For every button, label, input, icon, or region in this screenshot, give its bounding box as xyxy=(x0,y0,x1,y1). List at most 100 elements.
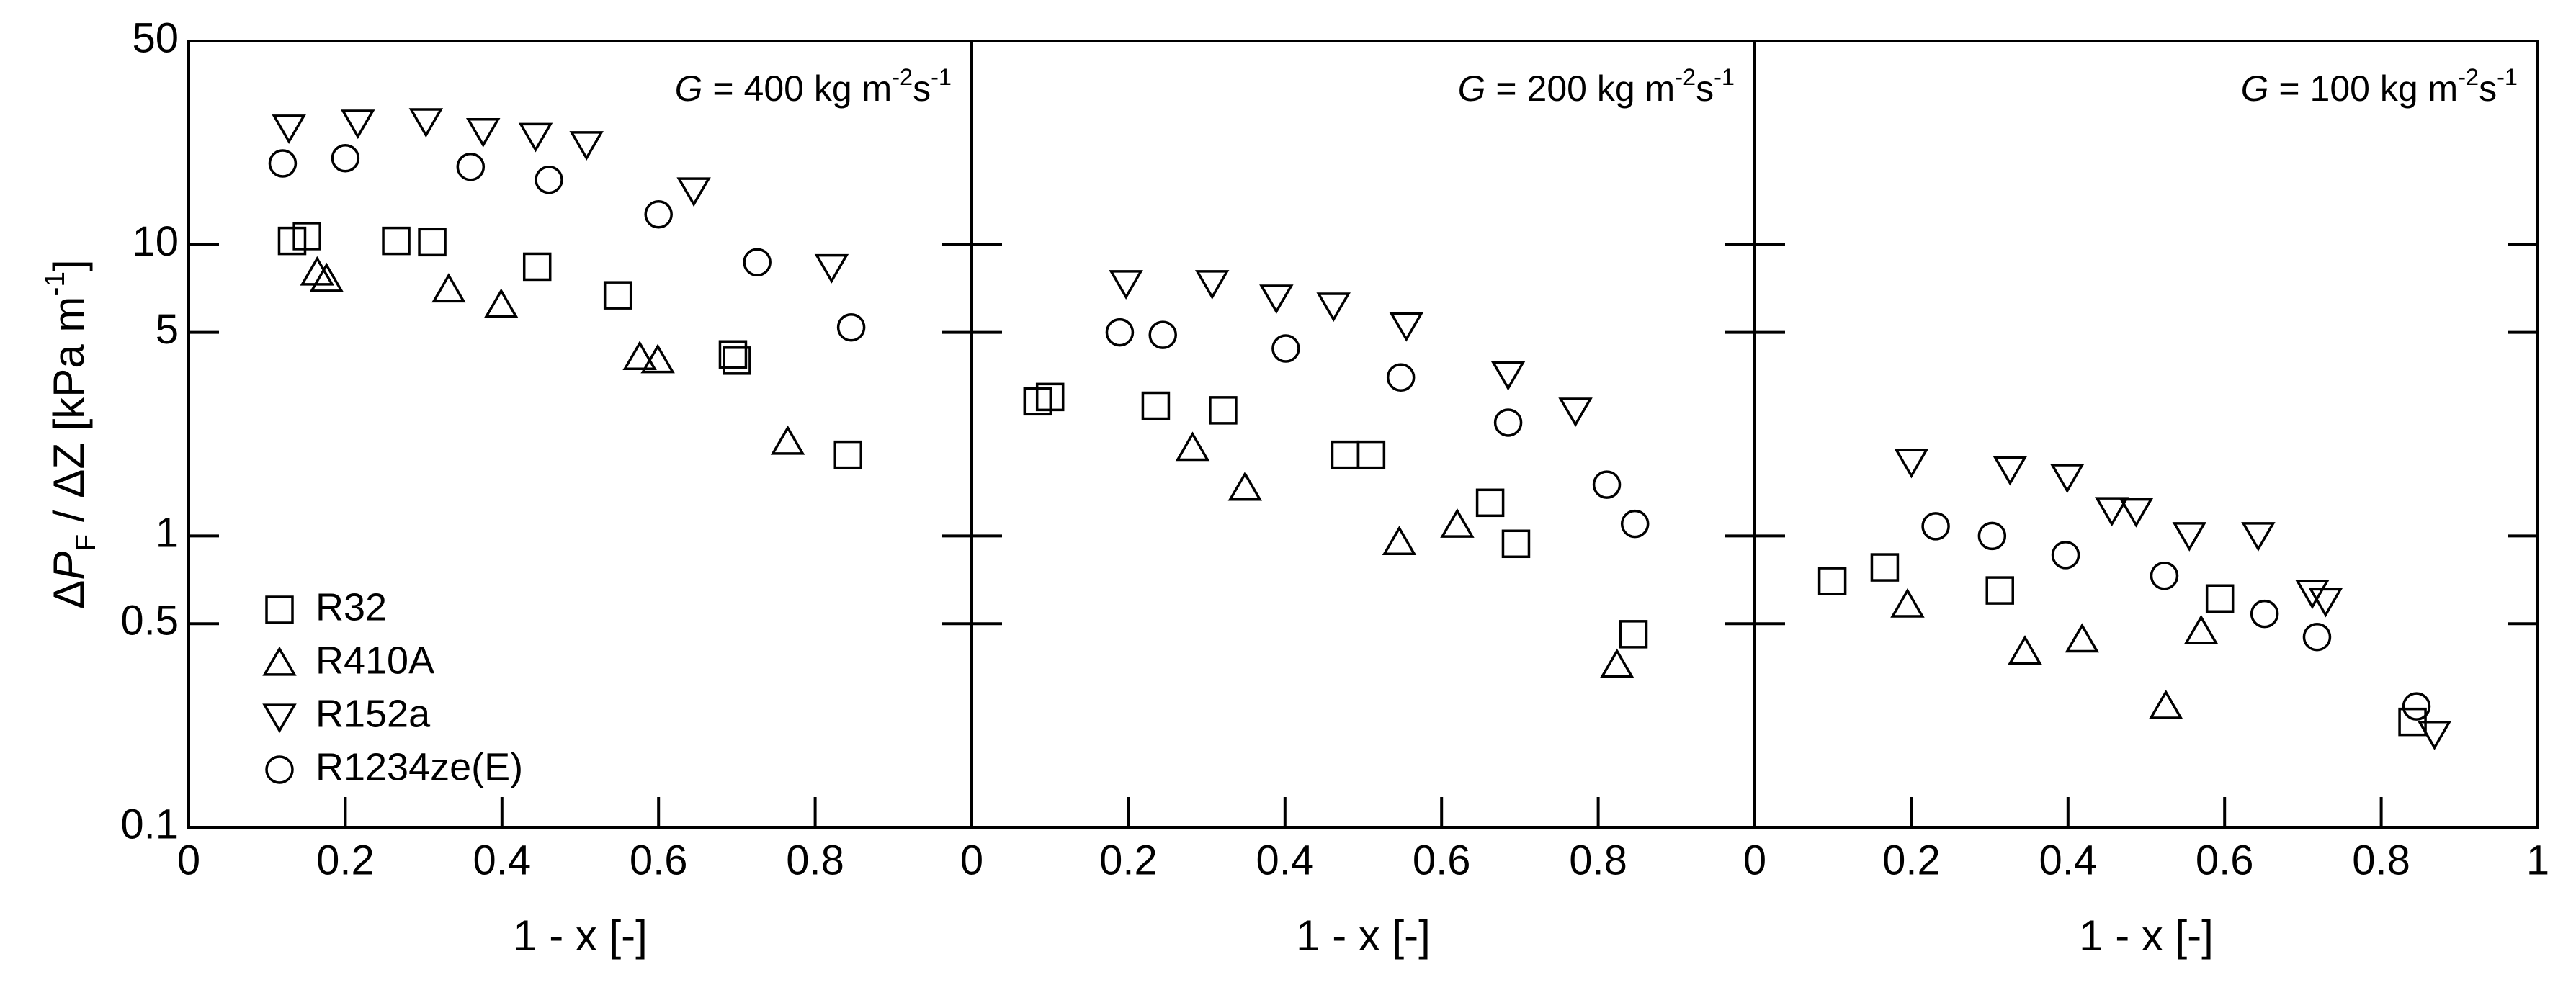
marker-triangle-down xyxy=(341,109,375,140)
x-tick-label: 0.4 xyxy=(473,837,531,883)
x-axis-label: 1 - x [-] xyxy=(513,912,648,960)
legend-label: R152a xyxy=(316,692,431,735)
marker-square xyxy=(1209,396,1238,425)
x-axis-label: 1 - x [-] xyxy=(1296,912,1431,960)
text-part: G xyxy=(2241,68,2269,109)
x-tick-label: 0.2 xyxy=(1099,837,1158,883)
plot-frame xyxy=(1753,40,2539,829)
marker-triangle-up xyxy=(309,262,344,292)
y-tick-label: 1 xyxy=(156,510,179,557)
marker-triangle-down xyxy=(1490,361,1526,391)
marker-square xyxy=(1817,567,1847,595)
marker-triangle-down xyxy=(1558,397,1593,428)
marker-triangle-up xyxy=(1890,588,1925,618)
marker-triangle-up xyxy=(622,341,657,371)
marker-triangle-down xyxy=(814,253,849,284)
y-tick-label: 5 xyxy=(156,306,179,353)
marker-triangle-up xyxy=(640,343,675,374)
marker-circle xyxy=(2150,561,2179,590)
marker-triangle-down xyxy=(1109,270,1143,300)
text-part: -2 xyxy=(1675,64,1696,90)
marker-triangle-up xyxy=(2183,614,2219,644)
legend-label: R410A xyxy=(316,639,434,682)
marker-triangle-down xyxy=(2049,464,2085,494)
marker-circle xyxy=(1105,318,1135,347)
text-part: s xyxy=(913,68,931,109)
text-part: F xyxy=(71,534,102,552)
marker-circle xyxy=(1148,320,1177,349)
y-tick-label: 0.1 xyxy=(120,801,179,847)
x-tick-label: 1 xyxy=(2526,837,2549,883)
x-tick-label: 0.8 xyxy=(786,837,844,883)
marker-circle xyxy=(836,312,866,342)
text-part: -1 xyxy=(40,271,71,297)
marker-triangle-down xyxy=(2119,498,2154,528)
text-part: / ΔZ [kPa m xyxy=(45,297,93,534)
marker-square xyxy=(1356,440,1386,469)
marker-triangle-down xyxy=(272,114,306,144)
text-part: -2 xyxy=(892,64,913,90)
x-tick-label: 0.8 xyxy=(1569,837,1627,883)
x-tick-label: 0.4 xyxy=(2039,837,2097,883)
marker-square xyxy=(522,252,552,282)
marker-square xyxy=(382,226,411,256)
x-tick-label: 0.8 xyxy=(2352,837,2410,883)
marker-circle xyxy=(456,152,486,181)
x-tick-label: 0 xyxy=(960,837,983,883)
text-part: = 400 kg m xyxy=(703,68,893,109)
text-part: P xyxy=(45,552,93,580)
marker-triangle-up xyxy=(300,256,335,286)
y-tick-label: 10 xyxy=(132,218,179,265)
marker-triangle-down xyxy=(1316,292,1351,323)
legend-marker xyxy=(265,595,294,624)
text-part: s xyxy=(1696,68,1714,109)
x-tick-label: 0.2 xyxy=(316,837,375,883)
x-tick-label: 0.4 xyxy=(1256,837,1314,883)
legend-label: R32 xyxy=(316,585,387,629)
marker-circle xyxy=(1620,509,1650,539)
marker-circle xyxy=(743,248,772,277)
marker-triangle-up xyxy=(2008,635,2042,665)
marker-triangle-up xyxy=(2148,689,2183,719)
y-tick-label: 50 xyxy=(132,14,179,61)
text-part: -2 xyxy=(2458,64,2479,90)
marker-circle xyxy=(2402,692,2431,721)
marker-triangle-down xyxy=(676,177,711,207)
marker-triangle-down xyxy=(2308,588,2343,618)
marker-square xyxy=(1035,382,1065,412)
legend-marker xyxy=(265,755,294,784)
marker-square xyxy=(418,228,447,257)
text-part: = 100 kg m xyxy=(2269,68,2459,109)
marker-triangle-down xyxy=(2094,497,2129,527)
marker-triangle-down xyxy=(465,118,501,148)
marker-square xyxy=(723,346,751,375)
marker-triangle-up xyxy=(1599,648,1634,678)
marker-circle xyxy=(2302,622,2332,652)
marker-triangle-up xyxy=(1175,431,1210,462)
text-part: -1 xyxy=(2497,64,2518,90)
marker-triangle-down xyxy=(2295,580,2330,610)
x-tick-label: 0.6 xyxy=(630,837,688,883)
legend-marker xyxy=(262,646,297,676)
marker-triangle-down xyxy=(569,131,604,161)
panel-annotation: G = 100 kg m-2s-1 xyxy=(2241,64,2518,109)
marker-triangle-up xyxy=(431,273,466,303)
x-tick-label: 0.6 xyxy=(1413,837,1471,883)
marker-circle xyxy=(2051,541,2080,570)
x-tick-label: 0.2 xyxy=(1882,837,1941,883)
text-part: Δ xyxy=(45,580,93,609)
marker-circle xyxy=(1493,408,1523,437)
marker-square xyxy=(292,222,321,251)
marker-square xyxy=(1475,488,1505,518)
y-axis-label: ΔPF / ΔZ [kPa m-1] xyxy=(40,259,102,608)
text-part: G xyxy=(1458,68,1486,109)
marker-triangle-down xyxy=(1993,456,2028,486)
x-tick-label: 0 xyxy=(1743,837,1766,883)
x-axis-label: 1 - x [-] xyxy=(2079,912,2214,960)
marker-triangle-down xyxy=(2241,522,2276,552)
panel-annotation: G = 400 kg m-2s-1 xyxy=(675,64,952,109)
marker-square xyxy=(718,340,748,369)
text-part: G xyxy=(675,68,703,109)
